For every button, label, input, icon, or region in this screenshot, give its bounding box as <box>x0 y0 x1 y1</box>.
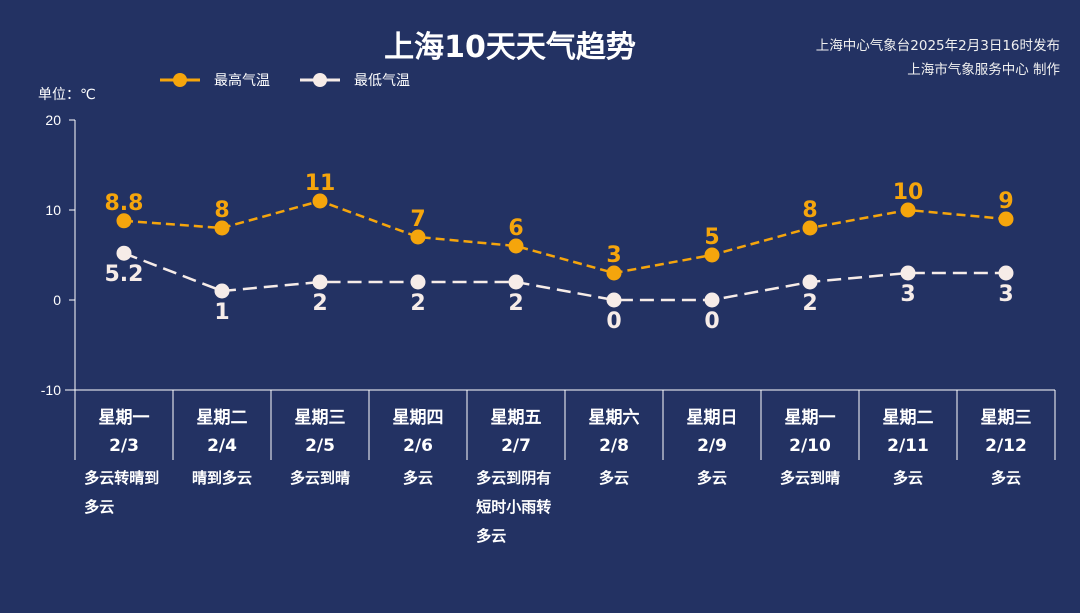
weather-description: 多云到晴 <box>761 464 859 493</box>
weekday-label: 星期一 <box>99 408 150 428</box>
y-tick-label: -10 <box>41 382 61 398</box>
weather-description: 多云 <box>369 464 467 493</box>
date-label: 2/9 <box>697 436 727 456</box>
weather-text: 多云转晴到多云 <box>84 469 160 516</box>
max-temp-point <box>704 247 720 263</box>
weather-text: 多云 <box>402 469 433 487</box>
date-label: 2/12 <box>985 436 1027 456</box>
y-tick-label: 20 <box>45 112 61 128</box>
max-temp-label: 3 <box>606 243 621 268</box>
weather-text: 多云到阴有短时小雨转多云 <box>476 469 552 545</box>
weekday-label: 星期四 <box>393 408 444 428</box>
max-temp-point <box>998 211 1014 227</box>
date-label: 2/7 <box>501 436 531 456</box>
weather-description: 多云 <box>565 464 663 493</box>
legend-min: 最低气温 <box>300 70 410 90</box>
weekday-label: 星期三 <box>295 408 346 428</box>
weekday-label: 星期五 <box>491 408 542 428</box>
min-temp-label: 2 <box>802 291 817 316</box>
min-temp-point <box>606 292 622 308</box>
min-temp-point <box>410 274 426 290</box>
min-temp-label: 5.2 <box>105 262 144 287</box>
publisher-info: 上海中心气象台2025年2月3日16时发布 上海市气象服务中心 制作 <box>816 34 1060 82</box>
legend-max-marker-icon <box>160 73 200 87</box>
weekday-label: 星期日 <box>687 408 738 428</box>
max-temp-label: 10 <box>893 180 924 205</box>
min-temp-label: 0 <box>704 309 719 334</box>
publish-line: 上海中心气象台2025年2月3日16时发布 <box>815 38 1060 54</box>
weather-text: 多云到晴 <box>289 469 350 487</box>
min-temp-point <box>900 265 916 281</box>
unit-label: 单位：℃ <box>38 87 96 103</box>
min-temp-point <box>998 265 1014 281</box>
date-label: 2/6 <box>403 436 433 456</box>
weekday-label: 星期二 <box>197 408 248 428</box>
max-temp-label: 8 <box>802 198 817 223</box>
weekday-label: 星期六 <box>589 407 640 428</box>
min-temp-line <box>123 252 1006 302</box>
min-temp-point <box>802 274 818 290</box>
y-tick-label: 0 <box>53 292 61 308</box>
weather-description: 多云 <box>957 464 1055 493</box>
weather-description: 多云 <box>663 464 761 493</box>
weekday-label: 星期三 <box>981 408 1032 428</box>
weather-description: 多云 <box>859 464 957 493</box>
weather-text: 多云 <box>892 469 923 487</box>
min-temp-point <box>704 292 720 308</box>
max-temp-label: 11 <box>305 171 336 196</box>
max-temp-label: 6 <box>508 216 523 241</box>
legend-min-label: 最低气温 <box>354 73 410 89</box>
min-temp-point <box>214 283 230 299</box>
min-temp-label: 0 <box>606 309 621 334</box>
legend-max-label: 最高气温 <box>214 73 270 89</box>
date-label: 2/4 <box>207 436 237 456</box>
max-temp-label: 8 <box>214 198 229 223</box>
date-label: 2/10 <box>789 436 831 456</box>
min-temp-label: 3 <box>900 282 915 307</box>
weather-text: 多云 <box>598 469 629 487</box>
weather-description: 多云转晴到多云 <box>75 464 173 522</box>
min-temp-point <box>508 274 524 290</box>
max-temp-point <box>312 193 328 209</box>
weather-text: 多云 <box>696 469 727 487</box>
weather-text: 多云 <box>990 469 1021 487</box>
weather-description: 多云到晴 <box>271 464 369 493</box>
max-temp-label: 7 <box>410 207 425 232</box>
max-temp-point <box>900 202 916 218</box>
max-temp-label: 8.8 <box>105 191 144 216</box>
y-tick-label: 10 <box>45 202 61 218</box>
min-temp-label: 2 <box>410 291 425 316</box>
weekday-label: 星期二 <box>883 408 934 428</box>
date-label: 2/8 <box>599 436 629 456</box>
weather-description: 晴到多云 <box>173 464 271 493</box>
max-temp-point <box>410 229 426 245</box>
legend: 最高气温 最低气温 <box>160 70 410 90</box>
max-temp-label: 9 <box>998 189 1013 214</box>
weekday-label: 星期一 <box>785 408 836 428</box>
max-temp-label: 5 <box>704 225 719 250</box>
min-temp-label: 2 <box>508 291 523 316</box>
max-temp-point <box>214 220 230 236</box>
max-temp-point <box>116 213 132 229</box>
weather-text: 晴到多云 <box>191 469 252 487</box>
min-temp-label: 2 <box>312 291 327 316</box>
max-temp-line <box>123 199 1007 275</box>
min-temp-point <box>312 274 328 290</box>
chart-title: 上海10天天气趋势 <box>384 30 636 65</box>
legend-min-marker-icon <box>300 73 340 87</box>
producer-line: 上海市气象服务中心 制作 <box>907 62 1060 78</box>
date-label: 2/11 <box>887 436 929 456</box>
weather-text: 多云到晴 <box>779 469 840 487</box>
date-label: 2/3 <box>109 436 139 456</box>
date-label: 2/5 <box>305 436 335 456</box>
max-temp-point <box>802 220 818 236</box>
min-temp-label: 1 <box>214 300 229 325</box>
legend-max: 最高气温 <box>160 70 270 90</box>
min-temp-label: 3 <box>998 282 1013 307</box>
max-temp-point <box>508 238 524 254</box>
weather-description: 多云到阴有短时小雨转多云 <box>467 464 565 551</box>
min-temp-point <box>116 245 132 261</box>
max-temp-point <box>606 265 622 281</box>
